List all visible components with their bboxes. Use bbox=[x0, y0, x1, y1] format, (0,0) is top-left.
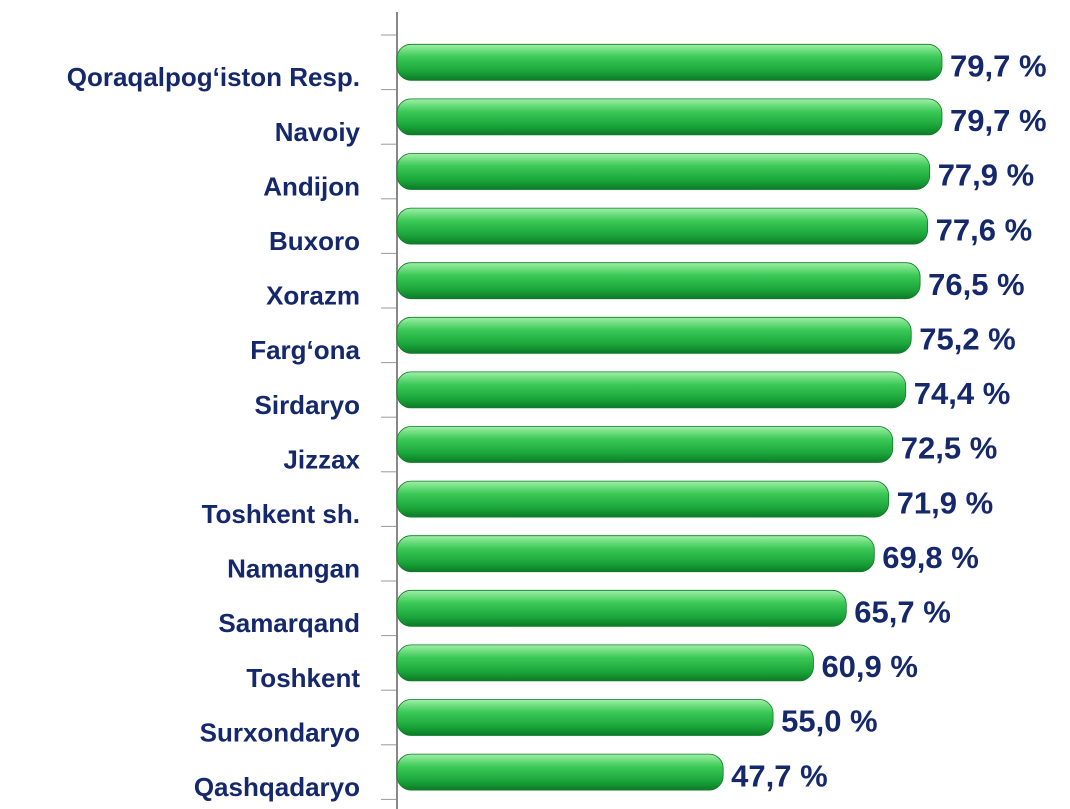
category-label: Xorazm bbox=[266, 281, 360, 311]
value-label: 79,7 % bbox=[950, 103, 1047, 138]
bar bbox=[396, 371, 907, 409]
value-label: 75,2 % bbox=[919, 321, 1016, 356]
value-label: 76,5 % bbox=[928, 267, 1025, 302]
value-label: 65,7 % bbox=[854, 594, 951, 629]
bar bbox=[396, 426, 894, 463]
bar bbox=[396, 43, 943, 81]
value-label: 69,8 % bbox=[882, 540, 979, 575]
category-label: Andijon bbox=[263, 171, 360, 201]
bar bbox=[396, 753, 724, 791]
value-label: 77,9 % bbox=[938, 158, 1035, 193]
bar bbox=[396, 207, 929, 245]
bar bbox=[396, 262, 921, 300]
category-label: Toshkent sh. bbox=[202, 499, 360, 529]
value-label: 79,7 % bbox=[950, 48, 1047, 83]
category-label: Jizzax bbox=[283, 444, 360, 474]
value-label: 77,6 % bbox=[936, 212, 1033, 247]
value-label: 71,9 % bbox=[897, 485, 994, 520]
value-label: 47,7 % bbox=[731, 758, 828, 793]
category-label: Surxondaryo bbox=[200, 717, 360, 747]
category-label: Qoraqalpog‘iston Resp. bbox=[67, 62, 360, 92]
bar bbox=[396, 316, 912, 354]
category-label: Navoiy bbox=[275, 117, 361, 147]
value-label: 72,5 % bbox=[901, 431, 998, 466]
category-label: Samarqand bbox=[218, 608, 360, 638]
bar bbox=[396, 153, 931, 190]
category-label: Toshkent bbox=[246, 663, 360, 693]
bar bbox=[396, 644, 814, 682]
bar bbox=[396, 535, 875, 573]
value-label: 60,9 % bbox=[821, 649, 918, 684]
bar bbox=[396, 589, 847, 627]
bar bbox=[396, 98, 943, 136]
bar bbox=[396, 699, 774, 736]
category-label: Farg‘ona bbox=[250, 335, 360, 365]
category-label: Qashqadaryo bbox=[194, 772, 360, 802]
value-label: 74,4 % bbox=[914, 376, 1011, 411]
category-label: Buxoro bbox=[269, 226, 360, 256]
category-label: Sirdaryo bbox=[255, 390, 361, 420]
value-label: 55,0 % bbox=[781, 704, 878, 739]
category-label: Namangan bbox=[227, 554, 360, 584]
bar bbox=[396, 480, 890, 518]
